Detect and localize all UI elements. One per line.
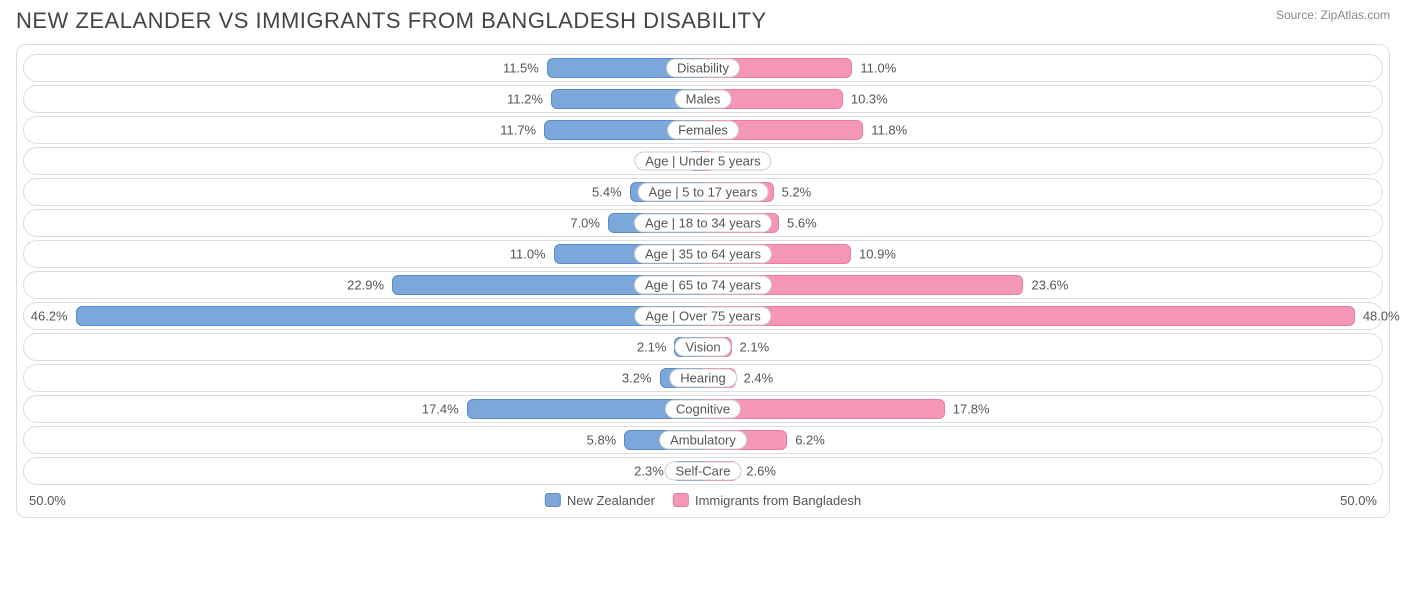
legend-item-right: Immigrants from Bangladesh <box>673 493 861 508</box>
value-left: 5.4% <box>592 185 622 200</box>
value-left: 46.2% <box>31 309 68 324</box>
data-row: 17.4% 17.8% Cognitive <box>23 395 1383 423</box>
value-right: 10.3% <box>851 92 888 107</box>
data-row: 2.3% 2.6% Self-Care <box>23 457 1383 485</box>
data-row: 5.4% 5.2% Age | 5 to 17 years <box>23 178 1383 206</box>
data-row: 11.2% 10.3% Males <box>23 85 1383 113</box>
category-label: Age | Over 75 years <box>634 307 771 326</box>
value-right: 6.2% <box>795 433 825 448</box>
value-right: 5.2% <box>782 185 812 200</box>
value-left: 11.7% <box>500 123 536 138</box>
value-left: 11.0% <box>510 247 546 262</box>
legend-label-right: Immigrants from Bangladesh <box>695 493 861 508</box>
chart-area: 11.5% 11.0% Disability 11.2% 10.3% Males 11.7%… <box>16 44 1390 518</box>
category-label: Cognitive <box>665 400 741 419</box>
value-right: 11.8% <box>871 123 907 138</box>
rows-wrapper: 11.5% 11.0% Disability 11.2% 10.3% Males 11.7%… <box>23 54 1383 485</box>
value-left: 5.8% <box>587 433 617 448</box>
data-row: 11.5% 11.0% Disability <box>23 54 1383 82</box>
category-label: Females <box>667 121 739 140</box>
legend-label-left: New Zealander <box>567 493 655 508</box>
legend-swatch-left <box>545 493 561 507</box>
value-right: 5.6% <box>787 216 817 231</box>
value-left: 2.1% <box>637 340 667 355</box>
value-right: 2.6% <box>746 464 776 479</box>
category-label: Self-Care <box>665 462 742 481</box>
legend-swatch-right <box>673 493 689 507</box>
value-right: 23.6% <box>1031 278 1068 293</box>
source-label: Source: ZipAtlas.com <box>1276 8 1390 22</box>
data-row: 1.2%0.85%Age | Under 5 years <box>23 147 1383 175</box>
value-right: 10.9% <box>859 247 896 262</box>
data-row: 5.8% 6.2% Ambulatory <box>23 426 1383 454</box>
value-left: 2.3% <box>634 464 664 479</box>
bar-right <box>703 306 1355 326</box>
value-left: 11.2% <box>507 92 543 107</box>
value-left: 3.2% <box>622 371 652 386</box>
value-right: 2.1% <box>740 340 770 355</box>
data-row: 7.0% 5.6% Age | 18 to 34 years <box>23 209 1383 237</box>
category-label: Age | 65 to 74 years <box>634 276 772 295</box>
axis-left-label: 50.0% <box>29 493 66 508</box>
category-label: Age | 18 to 34 years <box>634 214 772 233</box>
value-left: 22.9% <box>347 278 384 293</box>
data-row: 3.2% 2.4% Hearing <box>23 364 1383 392</box>
category-label: Age | 35 to 64 years <box>634 245 772 264</box>
data-row: 11.0% 10.9% Age | 35 to 64 years <box>23 240 1383 268</box>
value-left: 17.4% <box>422 402 459 417</box>
category-label: Hearing <box>669 369 737 388</box>
category-label: Age | Under 5 years <box>634 152 771 171</box>
category-label: Males <box>675 90 732 109</box>
chart-footer: 50.0% New Zealander Immigrants from Bang… <box>23 489 1383 511</box>
bar-left <box>76 306 703 326</box>
value-left: 11.5% <box>503 61 539 76</box>
data-row: 46.2%48.0%Age | Over 75 years <box>23 302 1383 330</box>
legend-item-left: New Zealander <box>545 493 655 508</box>
value-right: 48.0% <box>1363 309 1400 324</box>
legend: New Zealander Immigrants from Bangladesh <box>545 493 861 508</box>
value-left: 7.0% <box>570 216 600 231</box>
category-label: Disability <box>666 59 740 78</box>
data-row: 22.9% 23.6% Age | 65 to 74 years <box>23 271 1383 299</box>
value-right: 17.8% <box>953 402 990 417</box>
category-label: Age | 5 to 17 years <box>638 183 769 202</box>
category-label: Vision <box>674 338 731 357</box>
value-right: 11.0% <box>860 61 896 76</box>
header: NEW ZEALANDER VS IMMIGRANTS FROM BANGLAD… <box>16 8 1390 34</box>
chart-container: NEW ZEALANDER VS IMMIGRANTS FROM BANGLAD… <box>0 0 1406 522</box>
chart-title: NEW ZEALANDER VS IMMIGRANTS FROM BANGLAD… <box>16 8 767 34</box>
data-row: 2.1% 2.1% Vision <box>23 333 1383 361</box>
value-right: 2.4% <box>744 371 774 386</box>
data-row: 11.7% 11.8% Females <box>23 116 1383 144</box>
category-label: Ambulatory <box>659 431 747 450</box>
axis-right-label: 50.0% <box>1340 493 1377 508</box>
